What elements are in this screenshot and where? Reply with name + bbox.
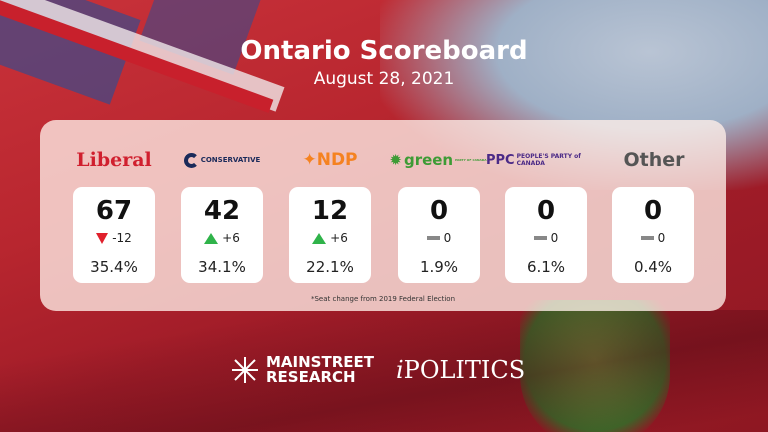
- seat-change: +6: [289, 231, 371, 245]
- page-date: August 28, 2021: [313, 69, 455, 89]
- ipolitics-logo: iPOLITICS: [395, 356, 526, 384]
- seat-change: 0: [398, 231, 480, 245]
- seat-count: 12: [311, 196, 349, 226]
- ndp-logo: ✦NDP: [302, 150, 358, 170]
- seat-change-value: +6: [330, 231, 348, 245]
- vote-percent: 1.9%: [419, 258, 459, 276]
- green-logo: ✹ green PARTY OF CANADA: [389, 151, 487, 169]
- page-title: Ontario Scoreboard: [240, 36, 528, 66]
- seat-change: +6: [181, 231, 263, 245]
- seat-change: -12: [73, 231, 155, 245]
- scoreboard-panel: Liberal CONSERVATIVE ✦NDP ✹ green PARTY OF…: [40, 120, 726, 311]
- mainstreet-star-icon: [232, 357, 258, 383]
- no-change-icon: [533, 236, 547, 240]
- up-arrow-icon: [204, 232, 219, 244]
- party-card-green: 0 0 1.9%: [398, 187, 480, 283]
- vote-percent: 35.4%: [90, 258, 138, 276]
- seat-change-value: +6: [222, 231, 240, 245]
- seat-change-value: 0: [657, 231, 666, 245]
- seat-change-value: 0: [443, 231, 452, 245]
- liberal-logo: Liberal: [76, 149, 152, 171]
- party-card-conservative: 42 +6 34.1%: [181, 187, 263, 283]
- down-arrow-icon: [96, 232, 109, 244]
- seat-count: 0: [429, 196, 449, 226]
- conservative-logo: CONSERVATIVE: [162, 140, 282, 180]
- party-card-ppc: 0 0 6.1%: [505, 187, 587, 283]
- footnote: *Seat change from 2019 Federal Election: [310, 295, 456, 303]
- no-change-icon: [640, 236, 654, 240]
- seat-count: 0: [643, 196, 663, 226]
- vote-percent: 34.1%: [198, 258, 246, 276]
- seat-change: 0: [612, 231, 694, 245]
- seat-count: 67: [95, 196, 133, 226]
- seat-count: 42: [203, 196, 241, 226]
- seat-count: 0: [536, 196, 556, 226]
- seat-change-value: 0: [550, 231, 559, 245]
- sponsor-logos: MAINSTREET RESEARCH iPOLITICS: [230, 355, 525, 385]
- seat-change-value: -12: [112, 231, 132, 245]
- no-change-icon: [426, 236, 440, 240]
- other-label: Other: [623, 149, 685, 171]
- vote-percent: 6.1%: [526, 258, 566, 276]
- party-card-liberal: 67 -12 35.4%: [73, 187, 155, 283]
- vote-percent: 22.1%: [306, 258, 354, 276]
- vote-percent: 0.4%: [633, 258, 673, 276]
- party-card-other: 0 0 0.4%: [612, 187, 694, 283]
- mainstreet-research-logo: MAINSTREET RESEARCH: [230, 355, 374, 385]
- seat-change: 0: [505, 231, 587, 245]
- ontario-shield: [520, 300, 670, 432]
- ppc-logo: PPC PEOPLE'S PARTY of CANADA: [486, 152, 581, 168]
- party-card-ndp: 12 +6 22.1%: [289, 187, 371, 283]
- up-arrow-icon: [312, 232, 327, 244]
